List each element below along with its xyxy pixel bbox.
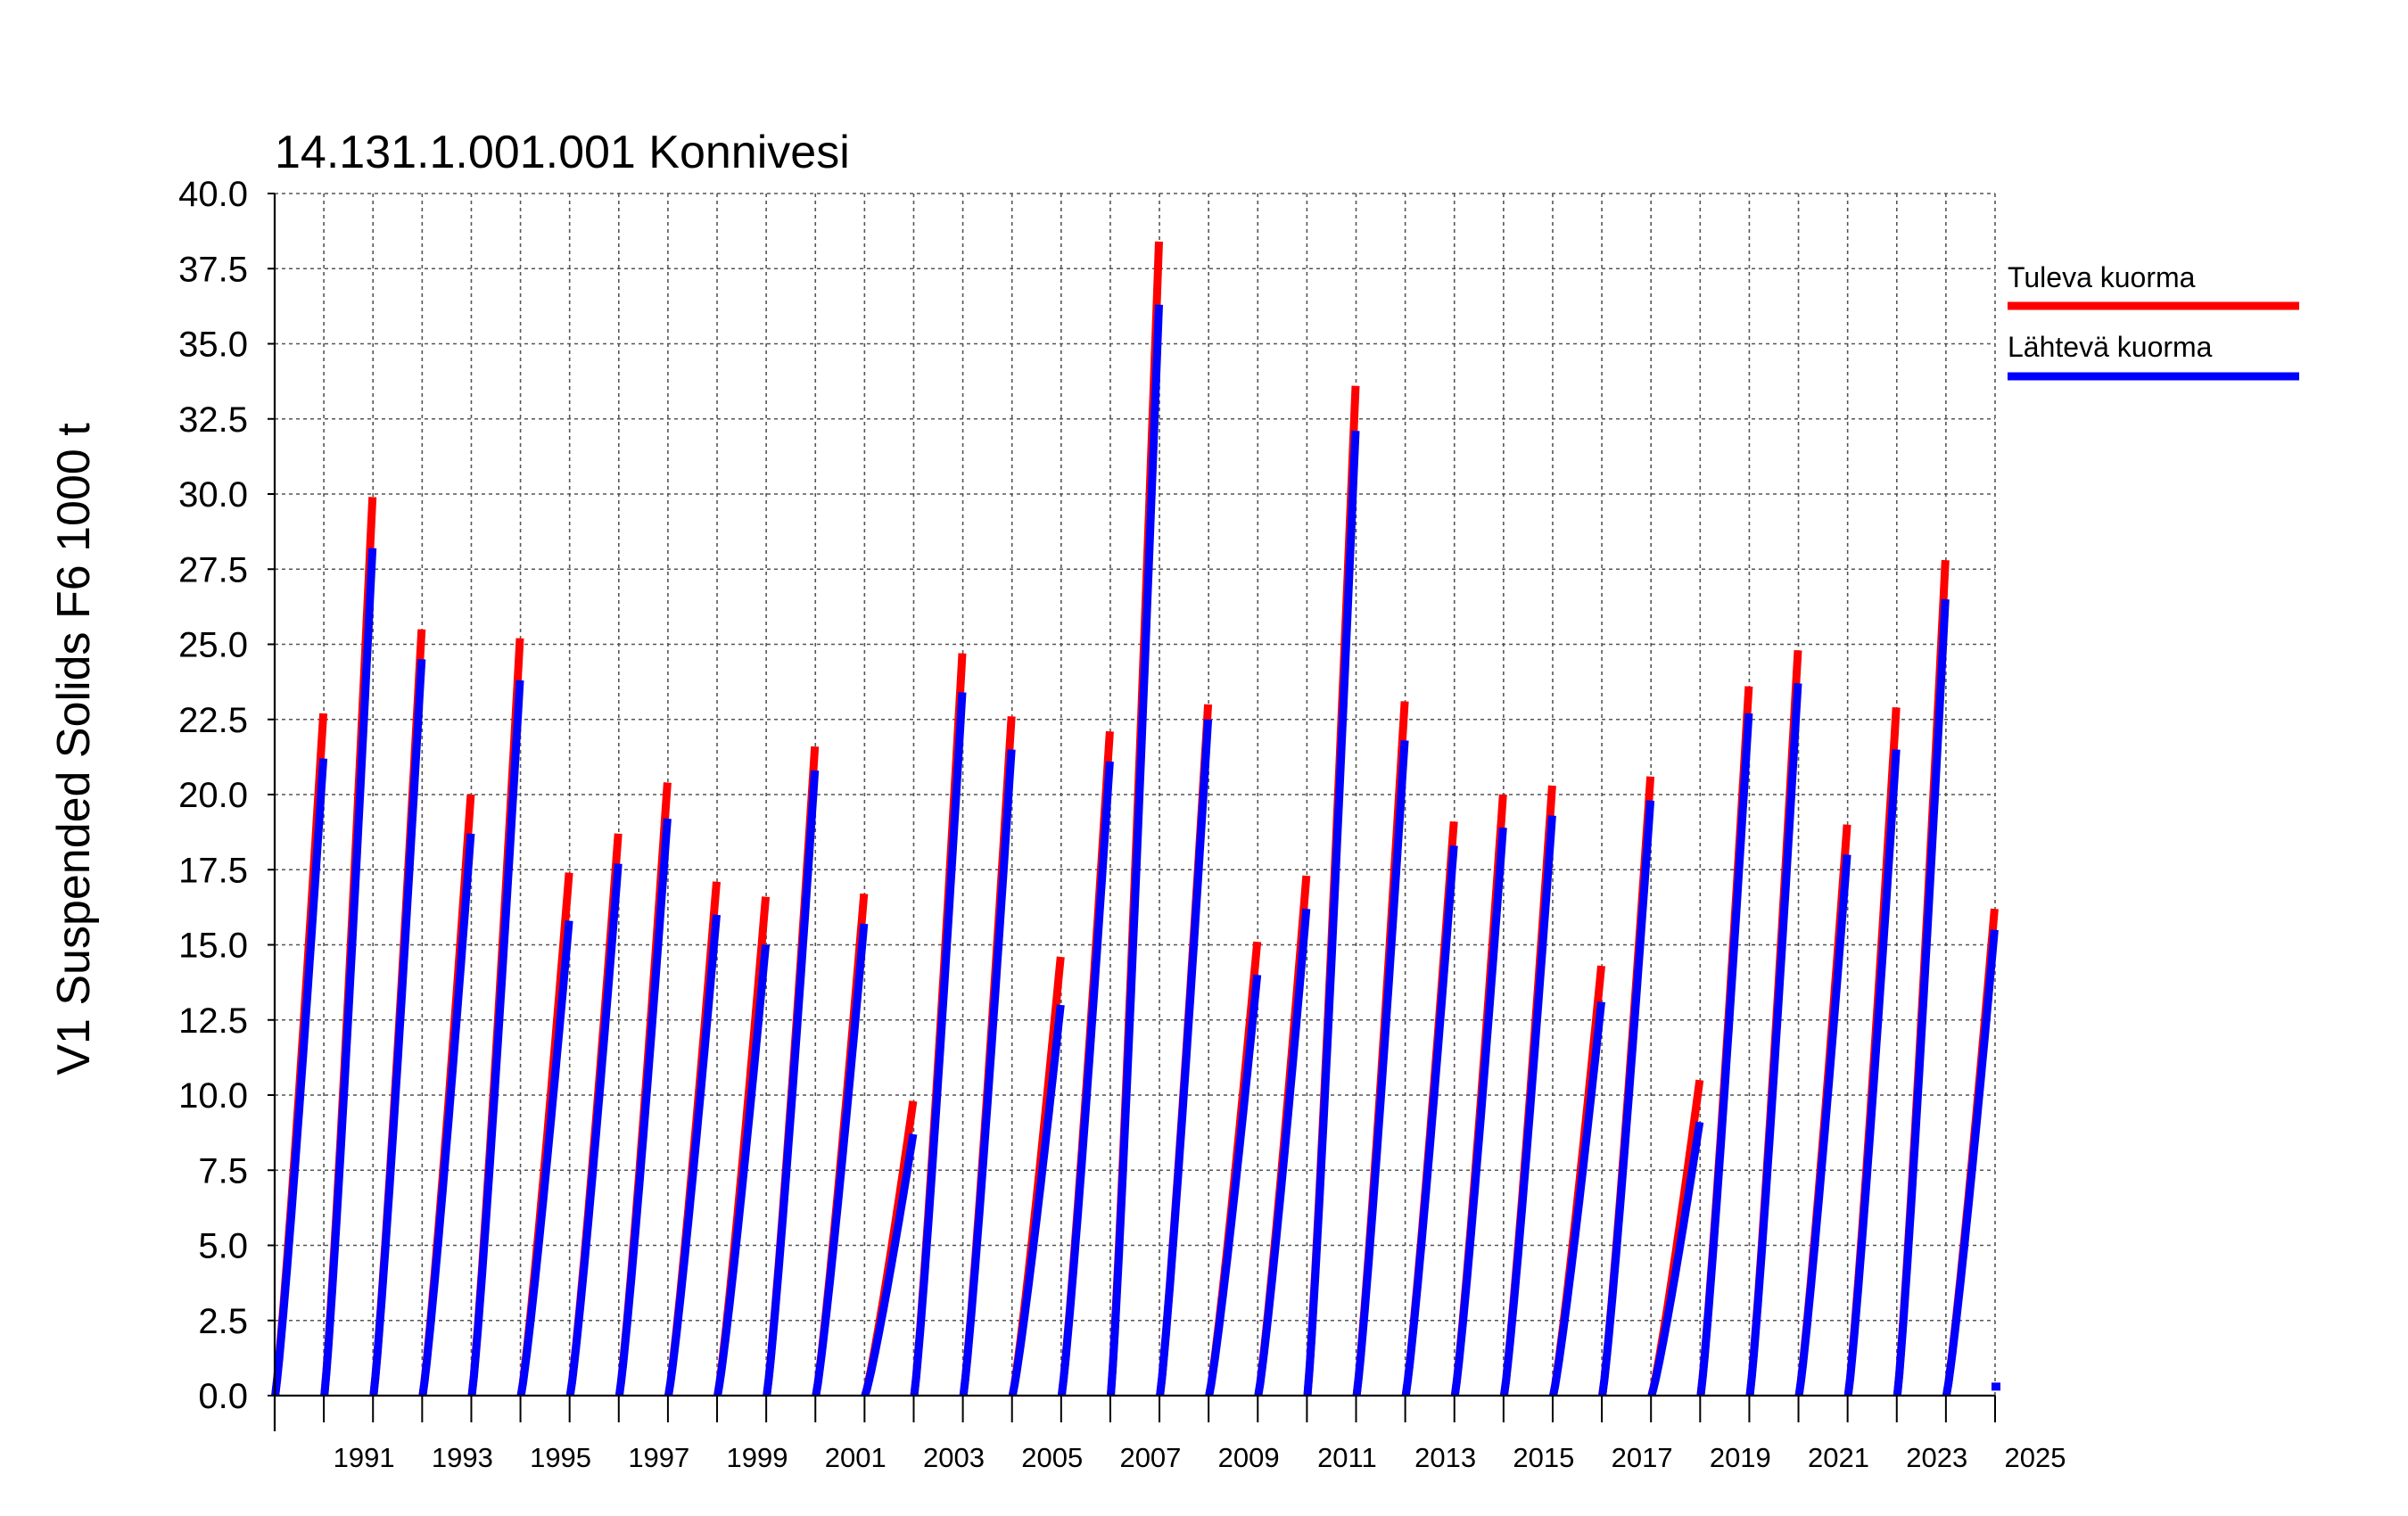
x-tick-labels: 1991 1993 1995 1997 1999 2001 2003 2005 2007 2009… xyxy=(334,1442,2066,1473)
lahteva-year-2002 xyxy=(861,1133,918,1397)
lahteva-year-1996 xyxy=(565,863,623,1397)
y-axis-label: V1 Suspended Solids F6 1000 t xyxy=(48,423,100,1075)
lahteva-year-2009 xyxy=(1205,974,1262,1397)
lahteva-year-2012 xyxy=(1352,740,1409,1397)
x-tick-label: 2021 xyxy=(1808,1442,1869,1473)
y-tick-label: 37.5 xyxy=(178,250,248,289)
legend-label-lahteva: Lähtevä kuorma xyxy=(2008,331,2213,363)
y-tick-label: 40.0 xyxy=(178,175,248,214)
lahteva-year-1998 xyxy=(664,914,721,1397)
lahteva-year-2005 xyxy=(1008,1004,1065,1397)
lahteva-year-2008 xyxy=(1156,719,1213,1397)
x-tick-label: 1999 xyxy=(727,1442,788,1473)
lahteva-year-1991 xyxy=(320,548,377,1397)
chart-title: 14.131.1.001.001 Konnivesi xyxy=(275,127,850,178)
lahteva-year-2004 xyxy=(959,749,1016,1397)
y-tick-label: 35.0 xyxy=(178,325,248,365)
x-tick-label: 2017 xyxy=(1612,1442,1673,1473)
x-tick-label: 2009 xyxy=(1218,1442,1280,1473)
lahteva-year-2024 xyxy=(1942,929,1999,1397)
series-lahteva xyxy=(271,304,1999,1397)
y-tick-label: 25.0 xyxy=(178,626,248,665)
lahteva-year-2003 xyxy=(910,692,967,1397)
y-tick-label: 2.5 xyxy=(198,1302,248,1341)
lahteva-year-2006 xyxy=(1057,761,1114,1397)
lahteva-year-2022 xyxy=(1843,749,1901,1397)
y-tick-label: 0.0 xyxy=(198,1377,248,1416)
y-tick-label: 30.0 xyxy=(178,475,248,515)
x-tick-label: 2019 xyxy=(1710,1442,1771,1473)
lahteva-year-2007 xyxy=(1107,304,1163,1397)
lahteva-year-2014 xyxy=(1450,827,1507,1397)
x-tick-label: 1997 xyxy=(628,1442,689,1473)
x-tick-label: 2005 xyxy=(1021,1442,1083,1473)
lahteva-year-2000 xyxy=(763,770,820,1397)
x-tick-label: 2025 xyxy=(2005,1442,2066,1473)
lahteva-year-1993 xyxy=(418,833,475,1397)
x-tick-label: 2007 xyxy=(1119,1442,1181,1473)
y-tick-labels: 0.0 2.5 5.0 7.5 10.0 12.5 15.0 17.5 20.0 22.5 25.0… xyxy=(178,175,248,1416)
y-tick-label: 17.5 xyxy=(178,851,248,890)
lahteva-year-2020 xyxy=(1745,683,1802,1397)
y-tick-label: 22.5 xyxy=(178,701,248,740)
lahteva-year-2023 xyxy=(1893,598,1950,1397)
y-tick-label: 20.0 xyxy=(178,776,248,815)
y-tick-label: 7.5 xyxy=(198,1151,248,1191)
lahteva-year-2016 xyxy=(1549,1001,1605,1397)
y-tick-label: 12.5 xyxy=(178,1001,248,1041)
lahteva-year-1992 xyxy=(369,659,426,1397)
lahteva-year-2017 xyxy=(1598,800,1655,1397)
x-tick-label: 2013 xyxy=(1414,1442,1476,1473)
x-tick-label: 1993 xyxy=(432,1442,493,1473)
x-tick-label: 2015 xyxy=(1513,1442,1574,1473)
x-tick-label: 2003 xyxy=(923,1442,985,1473)
y-tick-label: 10.0 xyxy=(178,1076,248,1116)
axes xyxy=(268,193,1996,1431)
lahteva-year-2019 xyxy=(1696,713,1753,1397)
y-tick-label: 5.0 xyxy=(198,1227,248,1266)
lahteva-year-2015 xyxy=(1499,815,1556,1397)
lahteva-year-2010 xyxy=(1254,908,1311,1397)
x-tick-label: 1991 xyxy=(334,1442,395,1473)
lahteva-year-2001 xyxy=(812,923,869,1397)
y-tick-label: 32.5 xyxy=(178,400,248,440)
y-tick-label: 15.0 xyxy=(178,927,248,966)
lahteva-year-1990 xyxy=(271,758,328,1397)
lahteva-year-1997 xyxy=(614,818,672,1397)
lahteva-year-2011 xyxy=(1303,431,1360,1397)
series-layer xyxy=(271,241,2000,1397)
lahteva-year-2013 xyxy=(1401,845,1458,1397)
legend: Tuleva kuorma Lähtevä kuorma xyxy=(2008,261,2299,381)
lahteva-year-1995 xyxy=(516,920,573,1397)
lahteva-year-1994 xyxy=(467,680,524,1397)
y-tick-label: 27.5 xyxy=(178,550,248,589)
lahteva-year-1999 xyxy=(713,944,771,1397)
x-tick-label: 1995 xyxy=(530,1442,591,1473)
lahteva-year-2021 xyxy=(1794,854,1851,1397)
x-tick-label: 2001 xyxy=(825,1442,887,1473)
x-tick-label: 2011 xyxy=(1317,1442,1377,1473)
x-tick-label: 2023 xyxy=(1906,1442,1967,1473)
legend-label-tuleva: Tuleva kuorma xyxy=(2008,261,2196,293)
lahteva-year-2018 xyxy=(1647,1121,1704,1397)
